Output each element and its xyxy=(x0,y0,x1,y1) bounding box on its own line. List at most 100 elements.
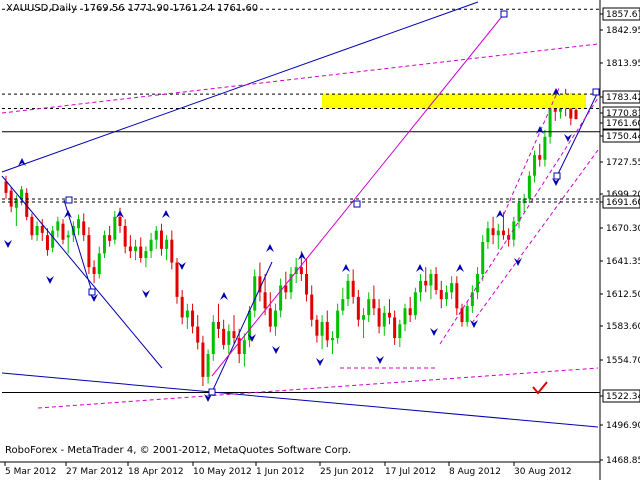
candle-body xyxy=(325,322,329,341)
candle-body xyxy=(408,308,412,316)
y-tick-label: 1641.35 xyxy=(606,257,640,267)
candle-body xyxy=(248,310,252,341)
candle-body xyxy=(351,280,355,297)
y-tick-label: 1583.60 xyxy=(606,322,640,332)
candle-body xyxy=(486,228,490,242)
candle-body xyxy=(320,322,324,336)
candle-body xyxy=(191,310,195,327)
candle-body xyxy=(299,267,303,274)
candle-body xyxy=(356,296,360,320)
x-tick-label: 18 Apr 2012 xyxy=(128,467,184,477)
fractal-down-arrow xyxy=(142,290,150,298)
candle-body xyxy=(439,290,443,300)
trend-line xyxy=(1,372,599,428)
candle-body xyxy=(206,354,210,377)
candle-body xyxy=(237,338,241,354)
marker-square xyxy=(208,388,216,396)
candle-body xyxy=(273,310,277,327)
candle-body xyxy=(175,262,179,297)
fractal-up-arrow xyxy=(220,292,228,300)
y-tick-label: 1770.81 xyxy=(606,109,640,119)
candle-body xyxy=(144,251,148,258)
candle-body xyxy=(501,230,505,236)
candle-body xyxy=(512,221,516,240)
candle-body xyxy=(123,226,127,247)
candle-body xyxy=(387,312,391,318)
candle-body xyxy=(258,276,262,293)
fractal-up-arrow xyxy=(456,264,464,272)
candle-body xyxy=(139,246,143,258)
x-tick-label: 5 Mar 2012 xyxy=(5,467,56,477)
symbol-header: XAUUSD,Daily 1769.56 1771.90 1761.24 176… xyxy=(6,3,258,14)
y-tick-label: 1813.95 xyxy=(606,59,640,69)
candle-body xyxy=(517,203,521,222)
candle-body xyxy=(398,324,402,338)
trend-line xyxy=(211,261,273,393)
channel-line xyxy=(37,367,599,409)
candle-body xyxy=(346,280,350,300)
x-tick-label: 1 Jun 2012 xyxy=(256,467,304,477)
candle-body xyxy=(201,342,205,377)
candle-body xyxy=(77,219,81,229)
fractal-down-arrow xyxy=(316,358,324,366)
candle-body xyxy=(315,319,319,336)
x-tick-label: 10 May 2012 xyxy=(193,467,252,477)
x-tick-label: 27 Mar 2012 xyxy=(66,467,123,477)
candle-body xyxy=(465,306,469,322)
candle-body xyxy=(444,292,448,300)
fractal-down-arrow xyxy=(204,394,212,402)
candle-body xyxy=(533,155,537,176)
y-tick-label: 1750.44 xyxy=(606,132,640,142)
copyright-text: RoboForex - MetaTrader 4, © 2001-2012, M… xyxy=(5,445,352,456)
candle-body xyxy=(222,328,226,345)
marker-square xyxy=(353,200,361,208)
candle-body xyxy=(45,235,49,250)
fractal-down-arrow xyxy=(46,276,54,284)
y-tick-label: 1691.60 xyxy=(606,198,640,208)
candle-body xyxy=(424,280,428,286)
channel-line xyxy=(1,43,599,114)
fractal-down-arrow xyxy=(90,294,98,302)
candle-body xyxy=(429,274,433,286)
y-tick-label: 1554.70 xyxy=(606,356,640,366)
marker-square xyxy=(553,172,561,180)
candle-body xyxy=(284,285,288,293)
candle-body xyxy=(66,235,70,238)
candle-body xyxy=(170,239,174,263)
candle-body xyxy=(97,253,101,274)
fractal-down-arrow xyxy=(4,240,12,248)
fractal-down-arrow xyxy=(514,258,522,266)
y-tick-label: 1670.30 xyxy=(606,224,640,234)
candle-body xyxy=(4,181,8,193)
y-tick-label: 1727.55 xyxy=(606,158,640,168)
candle-body xyxy=(341,299,345,311)
y-tick-label: 1522.34 xyxy=(606,392,640,402)
y-tick-label: 1857.67 xyxy=(606,10,640,20)
marker-square xyxy=(65,196,73,204)
channel-line xyxy=(503,85,561,215)
candle-body xyxy=(56,221,60,231)
candle-body xyxy=(460,308,464,322)
candle-body xyxy=(434,274,438,290)
y-tick-box xyxy=(602,389,640,403)
candle-body xyxy=(14,198,18,208)
candle-body xyxy=(30,216,34,236)
candle-body xyxy=(330,338,334,341)
marker-square xyxy=(592,88,600,96)
fractal-up-arrow xyxy=(18,158,26,166)
candle-body xyxy=(289,274,293,293)
candle-body xyxy=(476,274,480,293)
x-tick-label: 17 Jul 2012 xyxy=(385,467,436,477)
candle-body xyxy=(87,235,91,268)
x-tick-label: 8 Aug 2012 xyxy=(449,467,501,477)
fractal-down-arrow xyxy=(470,320,478,328)
trend-line xyxy=(1,1,479,173)
fractal-down-arrow xyxy=(178,262,186,270)
fractal-down-arrow xyxy=(272,346,280,354)
symbol-timeframe: XAUUSD,Daily xyxy=(6,3,77,14)
candle-body xyxy=(102,235,106,254)
fractal-down-arrow xyxy=(552,178,560,186)
y-tick-label: 1468.85 xyxy=(606,456,640,466)
fractal-up-arrow xyxy=(496,210,504,218)
